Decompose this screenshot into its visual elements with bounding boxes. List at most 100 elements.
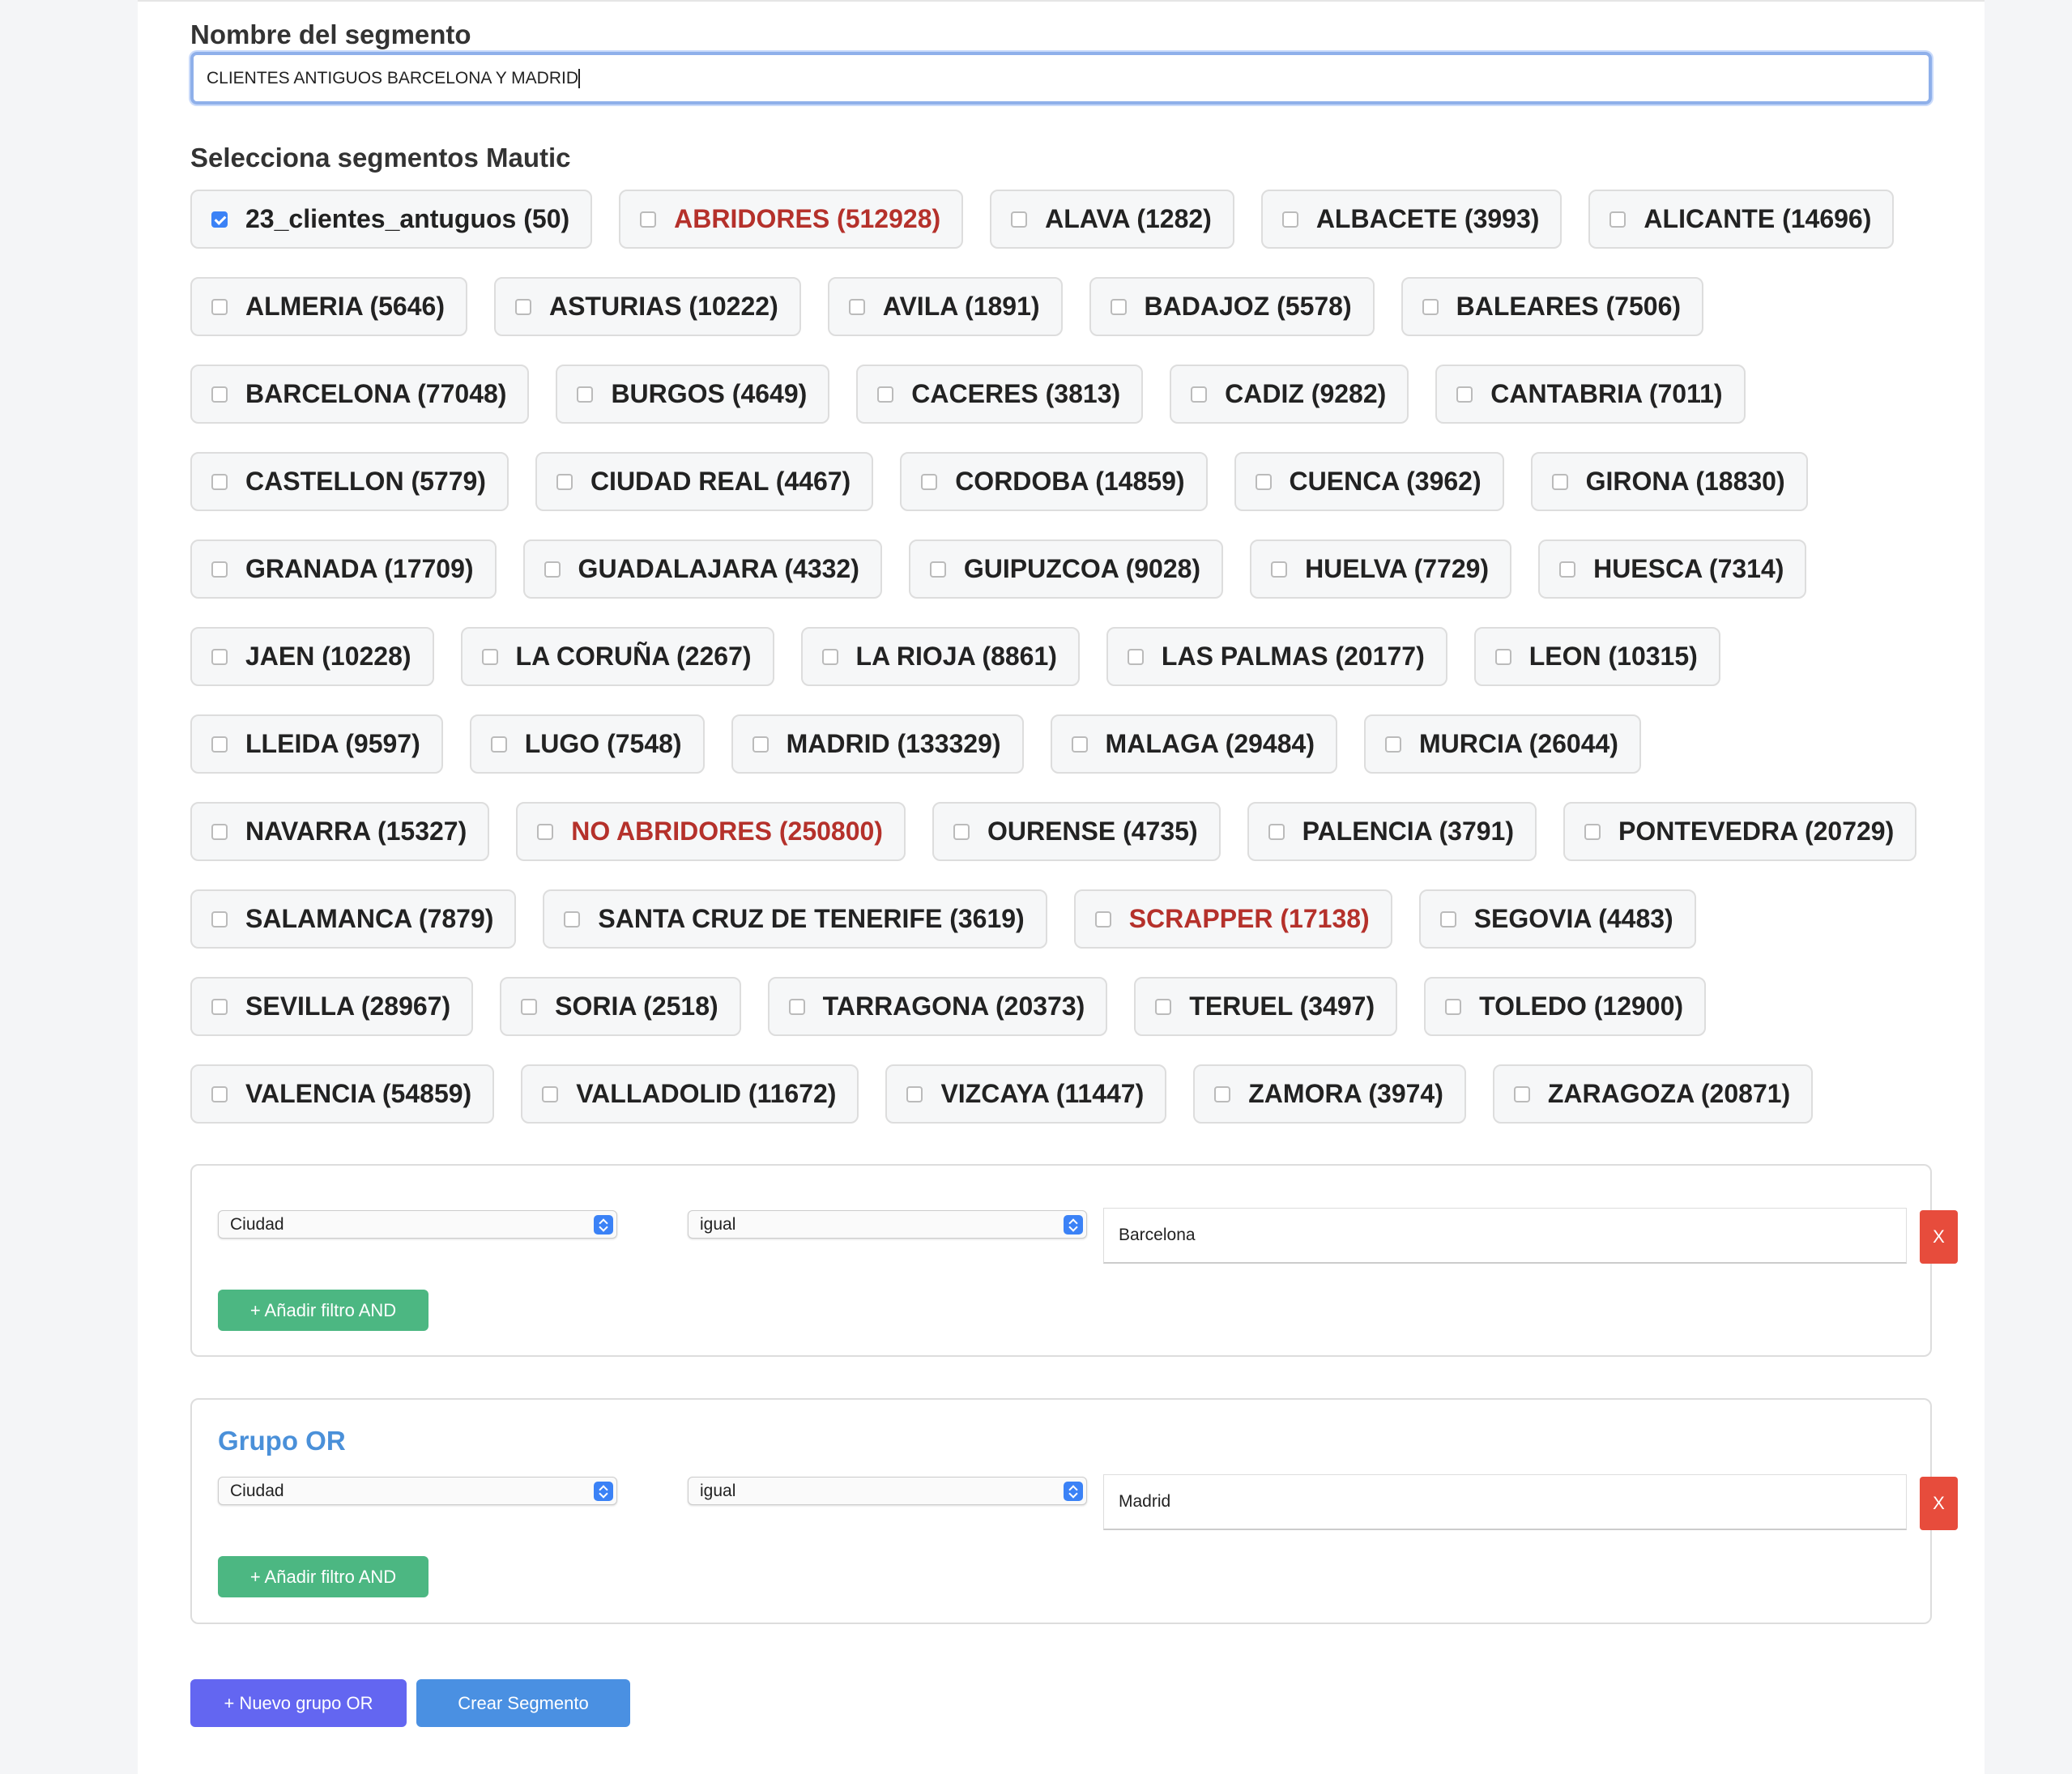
checkbox[interactable] — [1094, 910, 1111, 928]
checkbox[interactable] — [1268, 823, 1285, 840]
segment-chip[interactable]: CANTABRIA (7011) — [1435, 365, 1746, 424]
checkbox[interactable] — [514, 298, 531, 315]
segment-chip[interactable]: 23_clientes_antuguos (50) — [190, 190, 593, 249]
segment-chip[interactable]: JAEN (10228) — [190, 627, 434, 686]
checkbox[interactable] — [211, 823, 228, 840]
checkbox[interactable] — [821, 648, 838, 665]
checkbox[interactable] — [1155, 998, 1172, 1015]
checkbox[interactable] — [1271, 561, 1288, 578]
checkbox[interactable] — [211, 211, 228, 228]
segment-chip[interactable]: ABRIDORES (512928) — [619, 190, 964, 249]
segment-chip[interactable]: LEON (10315) — [1473, 627, 1720, 686]
segment-chip[interactable]: CASTELLON (5779) — [190, 452, 509, 511]
field-select[interactable]: Ciudad — [218, 1477, 617, 1505]
checkbox[interactable] — [1071, 736, 1088, 753]
segment-chip[interactable]: LLEIDA (9597) — [190, 714, 443, 774]
checkbox[interactable] — [1127, 648, 1144, 665]
checkbox[interactable] — [556, 473, 573, 490]
checkbox[interactable] — [877, 386, 894, 403]
segment-chip[interactable]: SCRAPPER (17138) — [1073, 889, 1392, 949]
checkbox[interactable] — [1384, 736, 1401, 753]
checkbox[interactable] — [929, 561, 946, 578]
segment-chip[interactable]: SEVILLA (28967) — [190, 977, 474, 1036]
add-filter-button[interactable]: + Añadir filtro AND — [218, 1290, 428, 1331]
segment-chip[interactable]: BALEARES (7506) — [1401, 277, 1704, 336]
checkbox[interactable] — [521, 998, 538, 1015]
segment-chip[interactable]: GUIPUZCOA (9028) — [908, 539, 1224, 599]
segment-chip[interactable]: CADIZ (9282) — [1170, 365, 1409, 424]
checkbox[interactable] — [211, 1085, 228, 1102]
checkbox[interactable] — [1559, 561, 1576, 578]
segment-chip[interactable]: LA RIOJA (8861) — [800, 627, 1080, 686]
segment-chip[interactable]: MADRID (133329) — [731, 714, 1024, 774]
field-select[interactable]: Ciudad — [218, 1210, 617, 1239]
checkbox[interactable] — [752, 736, 769, 753]
checkbox[interactable] — [1422, 298, 1439, 315]
segment-chip[interactable]: ALMERIA (5646) — [190, 277, 467, 336]
checkbox[interactable] — [1011, 211, 1028, 228]
segment-chip[interactable]: ZARAGOZA (20871) — [1492, 1064, 1814, 1124]
segment-chip[interactable]: TOLEDO (12900) — [1424, 977, 1707, 1036]
segment-chip[interactable]: CORDOBA (14859) — [900, 452, 1208, 511]
checkbox[interactable] — [1456, 386, 1473, 403]
checkbox[interactable] — [211, 910, 228, 928]
checkbox[interactable] — [542, 1085, 559, 1102]
checkbox[interactable] — [788, 998, 805, 1015]
segment-chip[interactable]: ALBACETE (3993) — [1260, 190, 1563, 249]
segment-chip[interactable]: CACERES (3813) — [856, 365, 1144, 424]
checkbox[interactable] — [1445, 998, 1462, 1015]
checkbox[interactable] — [490, 736, 507, 753]
checkbox[interactable] — [481, 648, 498, 665]
checkbox[interactable] — [537, 823, 554, 840]
segment-chip[interactable]: BADAJOZ (5578) — [1089, 277, 1375, 336]
checkbox[interactable] — [211, 998, 228, 1015]
segment-chip[interactable]: VALENCIA (54859) — [190, 1064, 495, 1124]
checkbox[interactable] — [906, 1085, 923, 1102]
segment-chip[interactable]: SANTA CRUZ DE TENERIFE (3619) — [543, 889, 1047, 949]
segment-chip[interactable]: NAVARRA (15327) — [190, 802, 490, 861]
new-group-button[interactable]: + Nuevo grupo OR — [190, 1679, 407, 1727]
checkbox[interactable] — [953, 823, 970, 840]
remove-button[interactable]: X — [1920, 1477, 1958, 1530]
remove-button[interactable]: X — [1920, 1210, 1958, 1264]
checkbox[interactable] — [1609, 211, 1626, 228]
segment-chip[interactable]: LA CORUÑA (2267) — [460, 627, 774, 686]
checkbox[interactable] — [1110, 298, 1127, 315]
segment-chip[interactable]: SALAMANCA (7879) — [190, 889, 517, 949]
name-input[interactable]: CLIENTES ANTIGUOS BARCELONA Y MADRID — [190, 52, 1932, 104]
segment-chip[interactable]: GIRONA (18830) — [1530, 452, 1808, 511]
segment-chip[interactable]: ALAVA (1282) — [990, 190, 1234, 249]
operator-select[interactable]: igual — [688, 1477, 1087, 1505]
checkbox[interactable] — [1513, 1085, 1530, 1102]
checkbox[interactable] — [1551, 473, 1568, 490]
checkbox[interactable] — [1439, 910, 1456, 928]
segment-chip[interactable]: SEGOVIA (4483) — [1418, 889, 1696, 949]
segment-chip[interactable]: HUESCA (7314) — [1538, 539, 1807, 599]
segment-chip[interactable]: BARCELONA (77048) — [190, 365, 530, 424]
segment-chip[interactable]: HUELVA (7729) — [1250, 539, 1512, 599]
segment-chip[interactable]: CUENCA (3962) — [1234, 452, 1504, 511]
segment-chip[interactable]: ZAMORA (3974) — [1193, 1064, 1466, 1124]
segment-chip[interactable]: MALAGA (29484) — [1050, 714, 1337, 774]
checkbox[interactable] — [577, 386, 594, 403]
checkbox[interactable] — [1214, 1085, 1231, 1102]
segment-chip[interactable]: VALLADOLID (11672) — [521, 1064, 859, 1124]
checkbox[interactable] — [921, 473, 938, 490]
segment-chip[interactable]: ASTURIAS (10222) — [493, 277, 801, 336]
segment-chip[interactable]: LAS PALMAS (20177) — [1106, 627, 1447, 686]
segment-chip[interactable]: NO ABRIDORES (250800) — [516, 802, 906, 861]
checkbox[interactable] — [211, 648, 228, 665]
checkbox[interactable] — [1281, 211, 1298, 228]
segment-chip[interactable]: SORIA (2518) — [500, 977, 741, 1036]
segment-chip[interactable]: VIZCAYA (11447) — [885, 1064, 1167, 1124]
checkbox[interactable] — [211, 473, 228, 490]
value-input[interactable]: Barcelona — [1103, 1208, 1907, 1264]
segment-chip[interactable]: CIUDAD REAL (4467) — [535, 452, 874, 511]
value-input[interactable]: Madrid — [1103, 1474, 1907, 1530]
segment-chip[interactable]: GUADALAJARA (4332) — [522, 539, 882, 599]
checkbox[interactable] — [211, 386, 228, 403]
checkbox[interactable] — [1494, 648, 1511, 665]
checkbox[interactable] — [848, 298, 865, 315]
segment-chip[interactable]: ALICANTE (14696) — [1588, 190, 1895, 249]
operator-select[interactable]: igual — [688, 1210, 1087, 1239]
